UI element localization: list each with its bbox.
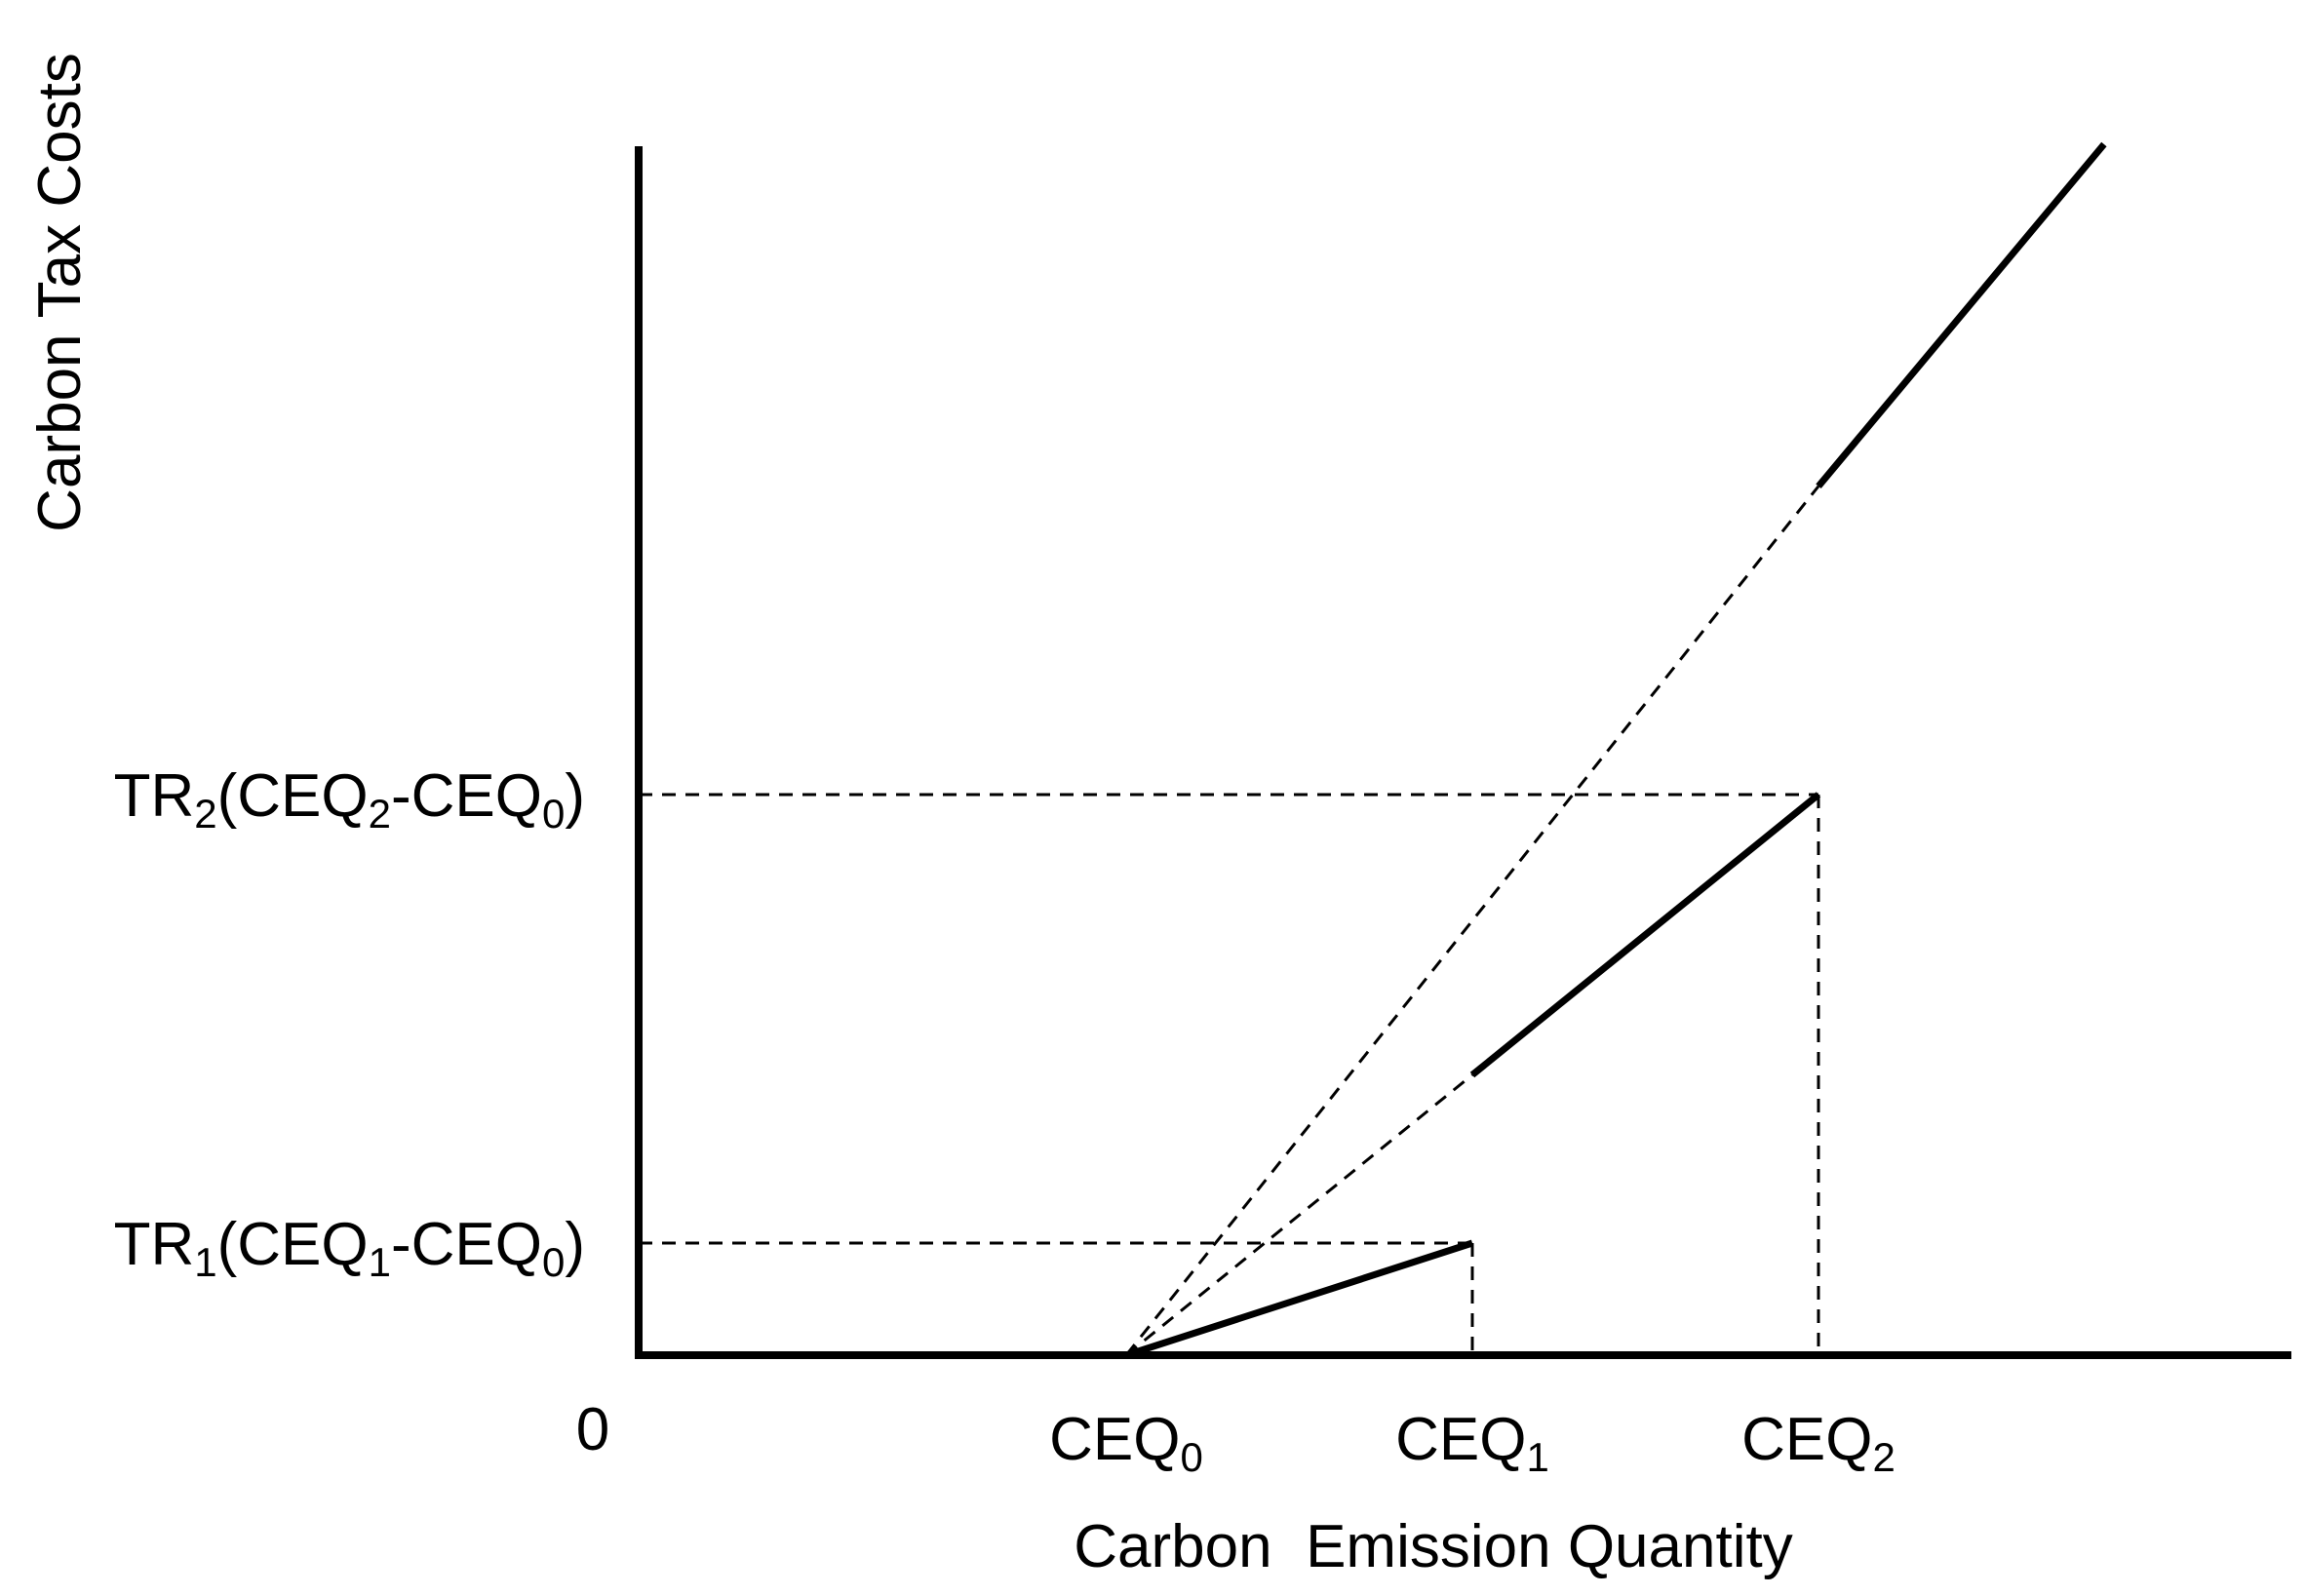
- y-axis-title: Carbon Tax Costs: [26, 53, 94, 532]
- solid-segment-2: [1469, 792, 1821, 1078]
- solid-segment-3: [1816, 141, 2107, 488]
- origin-label: 0: [576, 1396, 609, 1463]
- dashed-line-2: [1124, 485, 1820, 1356]
- x-axis-title: Carbon Emission Quantity: [1074, 1513, 1792, 1580]
- y-tick-label-2: TR2(CEQ2-CEQ0): [114, 762, 585, 837]
- solid-cost-segments: [1124, 141, 2107, 1359]
- x-tick-label-0: CEQ0: [1049, 1406, 1203, 1480]
- x-tick-label-2: CEQ2: [1741, 1406, 1896, 1480]
- dashed-line-1: [1125, 1073, 1473, 1357]
- axes: [635, 146, 2291, 1359]
- dashed-guides: [639, 485, 1820, 1357]
- x-tick-label-1: CEQ1: [1395, 1406, 1549, 1480]
- solid-segment-1: [1124, 1239, 1474, 1359]
- tick-labels: CEQ0 CEQ1 CEQ2 TR1(CEQ1-CEQ0) TR2(CEQ2-CEQ0): [114, 762, 1896, 1480]
- y-tick-label-1: TR1(CEQ1-CEQ0): [114, 1211, 585, 1285]
